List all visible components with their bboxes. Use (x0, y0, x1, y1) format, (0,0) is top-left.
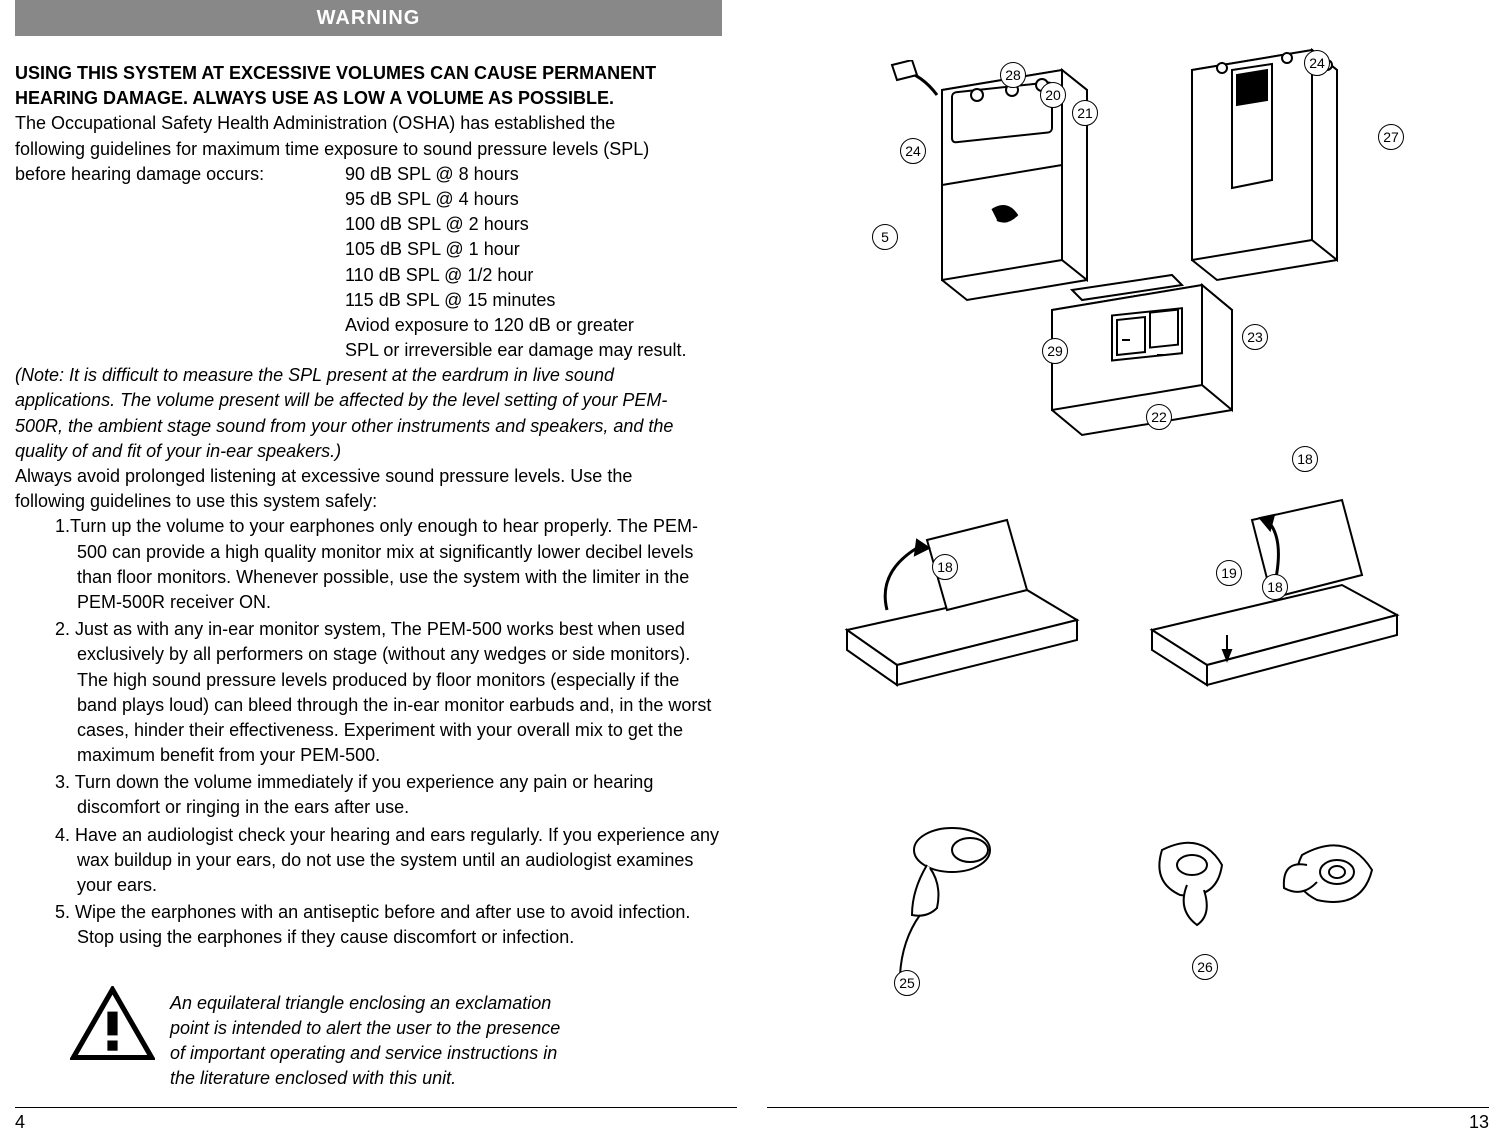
callout-19: 19 (1216, 560, 1242, 586)
note-4: quality of and fit of your in-ear speake… (15, 439, 722, 464)
callout-24a: 24 (900, 138, 926, 164)
diagram-area: 28 20 21 24 5 24 27 29 23 22 18 18 19 18… (752, 0, 1504, 1060)
spl-3: 100 dB SPL @ 2 hours (345, 212, 722, 237)
callout-27: 27 (1378, 124, 1404, 150)
spl-5: 110 dB SPL @ 1/2 hour (345, 263, 722, 288)
spl-4: 105 dB SPL @ 1 hour (345, 237, 722, 262)
callout-28: 28 (1000, 62, 1026, 88)
page-number-right: 13 (767, 1107, 1489, 1135)
spl-label: before hearing damage occurs: (15, 162, 345, 364)
spl-6: 115 dB SPL @ 15 minutes (345, 288, 722, 313)
callout-24b: 24 (1304, 50, 1330, 76)
body-text: USING THIS SYSTEM AT EXCESSIVE VOLUMES C… (15, 61, 722, 1091)
spl-values: 90 dB SPL @ 8 hours 95 dB SPL @ 4 hours … (345, 162, 722, 364)
callout-29: 29 (1042, 338, 1068, 364)
warning-bar: WARNING (15, 0, 722, 36)
guideline-1: 1.Turn up the volume to your earphones o… (55, 514, 722, 615)
guideline-4: 4. Have an audiologist check your hearin… (55, 823, 722, 899)
earphone-icon (852, 810, 1052, 990)
callout-22: 22 (1146, 404, 1172, 430)
spl-8: SPL or irreversible ear damage may resul… (345, 338, 722, 363)
charger-left-icon (827, 490, 1087, 700)
callout-20: 20 (1040, 82, 1066, 108)
eartips-icon (1122, 810, 1402, 970)
guideline-2: 2. Just as with any in-ear monitor syste… (55, 617, 722, 768)
guideline-3: 3. Turn down the volume immediately if y… (55, 770, 722, 820)
spl-2: 95 dB SPL @ 4 hours (345, 187, 722, 212)
page-number-left: 4 (15, 1107, 737, 1135)
note-2: applications. The volume present will be… (15, 388, 722, 413)
right-page: 28 20 21 24 5 24 27 29 23 22 18 18 19 18… (752, 0, 1504, 1145)
spl-1: 90 dB SPL @ 8 hours (345, 162, 722, 187)
guideline-list: 1.Turn up the volume to your earphones o… (15, 514, 722, 950)
callout-21: 21 (1072, 100, 1098, 126)
guideline-5: 5. Wipe the earphones with an antiseptic… (55, 900, 722, 950)
page-container: WARNING USING THIS SYSTEM AT EXCESSIVE V… (0, 0, 1504, 1145)
callout-23: 23 (1242, 324, 1268, 350)
callout-18c: 18 (1262, 574, 1288, 600)
left-page: WARNING USING THIS SYSTEM AT EXCESSIVE V… (0, 0, 752, 1145)
callout-26: 26 (1192, 954, 1218, 980)
callout-5: 5 (872, 224, 898, 250)
note-3: 500R, the ambient stage sound from your … (15, 414, 722, 439)
callout-25: 25 (894, 970, 920, 996)
post-1: Always avoid prolonged listening at exce… (15, 464, 722, 489)
bold-heading-1: USING THIS SYSTEM AT EXCESSIVE VOLUMES C… (15, 61, 722, 86)
post-2: following guidelines to use this system … (15, 489, 722, 514)
bold-heading-2: HEARING DAMAGE. ALWAYS USE AS LOW A VOLU… (15, 86, 722, 111)
warning-triangle-icon (70, 986, 155, 1061)
spl-7: Aviod exposure to 120 dB or greater (345, 313, 722, 338)
spl-row: before hearing damage occurs: 90 dB SPL … (15, 162, 722, 364)
callout-18a: 18 (1292, 446, 1318, 472)
triangle-text: An equilateral triangle enclosing an exc… (170, 986, 580, 1092)
intro-line-2: following guidelines for maximum time ex… (15, 137, 722, 162)
device-back-icon (1172, 40, 1392, 300)
note-1: (Note: It is difficult to measure the SP… (15, 363, 722, 388)
intro-line-1: The Occupational Safety Health Administr… (15, 111, 722, 136)
triangle-section: An equilateral triangle enclosing an exc… (15, 986, 722, 1092)
callout-18b: 18 (932, 554, 958, 580)
